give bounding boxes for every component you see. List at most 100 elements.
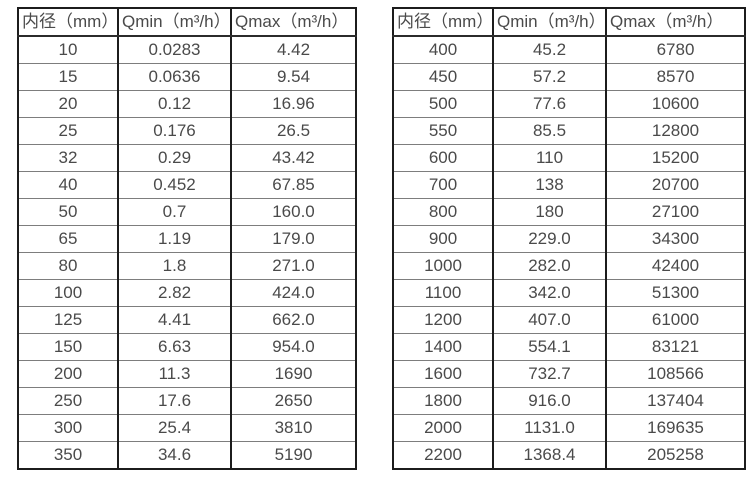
table-row: 600 110 15200	[392, 144, 746, 172]
table-row: 40 0.452 67.85	[17, 171, 357, 199]
table-cell: 1600	[392, 360, 494, 388]
table-cell: 800	[392, 198, 494, 226]
table-cell: 83121	[605, 333, 746, 361]
table-cell: 12800	[605, 117, 746, 145]
table-cell: 0.0283	[117, 35, 232, 64]
table-cell: 2.82	[117, 279, 232, 307]
table-cell: 0.29	[117, 144, 232, 172]
table-row: 550 85.5 12800	[392, 117, 746, 145]
table-cell: 205258	[605, 441, 746, 470]
table-cell: 42400	[605, 252, 746, 280]
table-cell: 300	[17, 414, 119, 442]
table-cell: 34.6	[117, 441, 232, 470]
table-cell: 2650	[230, 387, 357, 415]
table-cell: 77.6	[492, 90, 607, 118]
table-cell: 0.12	[117, 90, 232, 118]
table-cell: 67.85	[230, 171, 357, 199]
table-cell: 3810	[230, 414, 357, 442]
table-row: 65 1.19 179.0	[17, 225, 357, 253]
table-row: 50 0.7 160.0	[17, 198, 357, 226]
table-cell: 34300	[605, 225, 746, 253]
table-cell: 51300	[605, 279, 746, 307]
table-cell: 250	[17, 387, 119, 415]
table-cell: 169635	[605, 414, 746, 442]
table-cell: 17.6	[117, 387, 232, 415]
table-cell: 424.0	[230, 279, 357, 307]
table-cell: 4.41	[117, 306, 232, 334]
table-cell: 916.0	[492, 387, 607, 415]
table-cell: 180	[492, 198, 607, 226]
table-cell: 732.7	[492, 360, 607, 388]
table-cell: 0.7	[117, 198, 232, 226]
table-cell: 160.0	[230, 198, 357, 226]
table-row: 10 0.0283 4.42	[17, 35, 357, 64]
table-cell: 1100	[392, 279, 494, 307]
table-cell: 1.19	[117, 225, 232, 253]
table-cell: 500	[392, 90, 494, 118]
table-cell: 282.0	[492, 252, 607, 280]
table-cell: 150	[17, 333, 119, 361]
table-cell: 1368.4	[492, 441, 607, 470]
table-cell: 20	[17, 90, 119, 118]
table-cell: 8570	[605, 63, 746, 91]
table-cell: 10600	[605, 90, 746, 118]
table-row: 100 2.82 424.0	[17, 279, 357, 307]
table-cell: 32	[17, 144, 119, 172]
column-header-qmin: Qmin（m³/h）	[117, 7, 232, 37]
table-row: 32 0.29 43.42	[17, 144, 357, 172]
table-row: 700 138 20700	[392, 171, 746, 199]
table-cell: 45.2	[492, 35, 607, 64]
table-row: 450 57.2 8570	[392, 63, 746, 91]
column-header-qmax: Qmax（m³/h）	[230, 7, 357, 37]
table-row: 125 4.41 662.0	[17, 306, 357, 334]
table-cell: 9.54	[230, 63, 357, 91]
column-header-diameter: 内径（mm）	[392, 7, 494, 37]
table-cell: 554.1	[492, 333, 607, 361]
table-cell: 26.5	[230, 117, 357, 145]
table-cell: 57.2	[492, 63, 607, 91]
table-cell: 1800	[392, 387, 494, 415]
table-row: 1200 407.0 61000	[392, 306, 746, 334]
large-diameter-spec-table: 内径（mm） Qmin（m³/h） Qmax（m³/h） 400 45.2 6780…	[392, 7, 746, 470]
table-cell: 108566	[605, 360, 746, 388]
table-cell: 125	[17, 306, 119, 334]
table-cell: 110	[492, 144, 607, 172]
table-row: 25 0.176 26.5	[17, 117, 357, 145]
table-cell: 342.0	[492, 279, 607, 307]
table-row: 150 6.63 954.0	[17, 333, 357, 361]
table-row: 900 229.0 34300	[392, 225, 746, 253]
table-cell: 600	[392, 144, 494, 172]
table-row: 500 77.6 10600	[392, 90, 746, 118]
table-cell: 550	[392, 117, 494, 145]
table-cell: 0.176	[117, 117, 232, 145]
table-row: 1800 916.0 137404	[392, 387, 746, 415]
table-cell: 2200	[392, 441, 494, 470]
small-diameter-spec-table: 内径（mm） Qmin（m³/h） Qmax（m³/h） 10 0.0283 4.4…	[17, 7, 357, 470]
table-cell: 350	[17, 441, 119, 470]
table-row: 1100 342.0 51300	[392, 279, 746, 307]
table-row: 400 45.2 6780	[392, 35, 746, 64]
table-cell: 50	[17, 198, 119, 226]
table-cell: 25.4	[117, 414, 232, 442]
table-row: 2000 1131.0 169635	[392, 414, 746, 442]
table-cell: 407.0	[492, 306, 607, 334]
table-cell: 400	[392, 35, 494, 64]
table-cell: 40	[17, 171, 119, 199]
table-cell: 700	[392, 171, 494, 199]
table-cell: 1.8	[117, 252, 232, 280]
table-cell: 450	[392, 63, 494, 91]
table-row: 800 180 27100	[392, 198, 746, 226]
table-cell: 0.452	[117, 171, 232, 199]
table-row: 1000 282.0 42400	[392, 252, 746, 280]
table-cell: 27100	[605, 198, 746, 226]
table-cell: 271.0	[230, 252, 357, 280]
table-cell: 1131.0	[492, 414, 607, 442]
table-cell: 6.63	[117, 333, 232, 361]
header-row: 内径（mm） Qmin（m³/h） Qmax（m³/h）	[392, 7, 746, 37]
table-row: 20 0.12 16.96	[17, 90, 357, 118]
table-cell: 954.0	[230, 333, 357, 361]
table-cell: 65	[17, 225, 119, 253]
table-cell: 1400	[392, 333, 494, 361]
table-cell: 25	[17, 117, 119, 145]
